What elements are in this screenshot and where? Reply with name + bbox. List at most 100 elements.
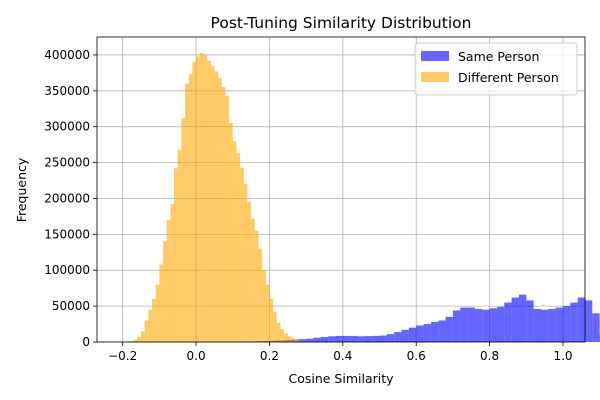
- histogram-bar: [174, 168, 178, 342]
- x-tick-label: 0.0: [187, 349, 206, 363]
- histogram-bar: [170, 204, 175, 342]
- histogram-bar: [372, 335, 380, 342]
- plot-frame: [96, 36, 586, 343]
- histogram-bar: [247, 202, 252, 342]
- legend-swatch: [421, 72, 449, 82]
- histogram-bar: [526, 300, 534, 342]
- legend-label: Same Person: [458, 49, 539, 64]
- histogram-bar: [269, 298, 274, 342]
- histogram-bar: [229, 123, 233, 342]
- histogram-bar: [155, 284, 160, 342]
- histogram-bar: [221, 87, 226, 342]
- histogram-bar: [401, 329, 409, 342]
- histogram-bar: [430, 321, 439, 342]
- histogram-bar: [214, 71, 219, 343]
- histogram-bar: [320, 336, 329, 342]
- histogram-bar: [287, 336, 292, 342]
- histogram-bar: [496, 306, 505, 342]
- histogram-bar: [364, 336, 373, 342]
- histogram-bar: [199, 52, 204, 342]
- histogram-bar: [240, 167, 244, 342]
- legend-label: Different Person: [458, 70, 559, 85]
- histogram-bar: [232, 141, 237, 342]
- legend-swatch: [421, 51, 449, 61]
- histogram-bar: [188, 74, 193, 342]
- histogram-bar: [181, 118, 186, 342]
- y-tick-label: 400000: [44, 48, 90, 62]
- histogram-bar: [416, 325, 424, 342]
- histogram-bar: [137, 336, 142, 342]
- histogram-bar: [251, 218, 255, 342]
- histogram-bar: [166, 220, 171, 342]
- y-tick-label: 50000: [52, 299, 90, 313]
- y-tick-label: 200000: [44, 191, 90, 205]
- histogram-bar: [533, 308, 541, 342]
- y-tick-label: 0: [82, 335, 90, 349]
- histogram-bar: [540, 309, 549, 342]
- histogram-bar: [144, 320, 149, 342]
- histogram-bar: [482, 309, 490, 342]
- y-tick-label: 300000: [44, 120, 90, 134]
- histogram-bar: [236, 153, 241, 342]
- chart-title: Post-Tuning Similarity Distribution: [211, 14, 472, 32]
- plot-area: −0.2 0.0 0.2 0.4 0.6 0.8 1.0 0 50000 100000 150000…: [44, 36, 600, 363]
- histogram-bar: [243, 184, 248, 342]
- histogram-bar: [192, 62, 197, 342]
- histogram-bar: [357, 336, 365, 342]
- series-different-person: [122, 52, 307, 343]
- histogram-bar: [577, 297, 585, 342]
- legend-box: [414, 42, 578, 96]
- histogram-bar: [258, 248, 263, 342]
- histogram-bar: [386, 334, 395, 342]
- series-same-person: [225, 294, 600, 342]
- histogram-bar: [548, 308, 556, 342]
- histogram-bar: [291, 338, 296, 342]
- histogram-bar: [185, 83, 189, 342]
- histogram-bar: [203, 54, 208, 343]
- histogram-bar: [133, 339, 138, 342]
- histogram-bar: [423, 324, 431, 342]
- histogram-bar: [460, 307, 468, 342]
- histogram-bar: [592, 313, 600, 342]
- histogram-bar: [265, 284, 270, 342]
- histogram-bar: [152, 298, 156, 342]
- y-tick-label: 350000: [44, 84, 90, 98]
- x-tick-label: −0.2: [108, 349, 137, 363]
- y-tick-label: 100000: [44, 263, 90, 277]
- histogram-bar: [295, 339, 299, 342]
- histogram-bar: [504, 302, 512, 342]
- histogram-bar: [225, 95, 230, 342]
- histogram-bar: [438, 320, 446, 342]
- histogram-bar: [342, 335, 351, 342]
- histogram-bar: [570, 302, 578, 342]
- histogram-bar: [262, 270, 266, 342]
- histogram-bar: [148, 309, 153, 342]
- histogram-bar: [562, 306, 571, 342]
- histogram-bar: [177, 149, 182, 342]
- histogram-bar: [452, 310, 461, 342]
- histogram-bar: [335, 335, 343, 342]
- x-tick-label: 1.0: [553, 349, 572, 363]
- histogram-bar: [163, 241, 167, 342]
- histogram-bar: [210, 65, 215, 343]
- x-tick-label: 0.8: [480, 349, 499, 363]
- y-tick-label: 150000: [44, 227, 90, 241]
- histogram-bar: [207, 60, 211, 343]
- legend: Same Person Different Person: [414, 42, 578, 96]
- histogram-bar: [350, 335, 358, 342]
- histogram-bar: [218, 77, 222, 342]
- histogram-bar: [130, 340, 134, 342]
- histogram-bar: [585, 300, 593, 342]
- histogram-bar: [254, 230, 259, 342]
- histogram-bar: [298, 339, 307, 342]
- histogram-bar: [284, 333, 288, 342]
- histogram-bar: [445, 316, 453, 342]
- histogram-bar: [394, 331, 402, 342]
- histogram-bar: [280, 329, 285, 342]
- histogram-bar: [159, 264, 164, 342]
- histogram-bar: [511, 297, 519, 342]
- histogram-bar: [141, 331, 145, 342]
- histogram-bar: [306, 338, 314, 342]
- histogram-bar: [489, 308, 497, 342]
